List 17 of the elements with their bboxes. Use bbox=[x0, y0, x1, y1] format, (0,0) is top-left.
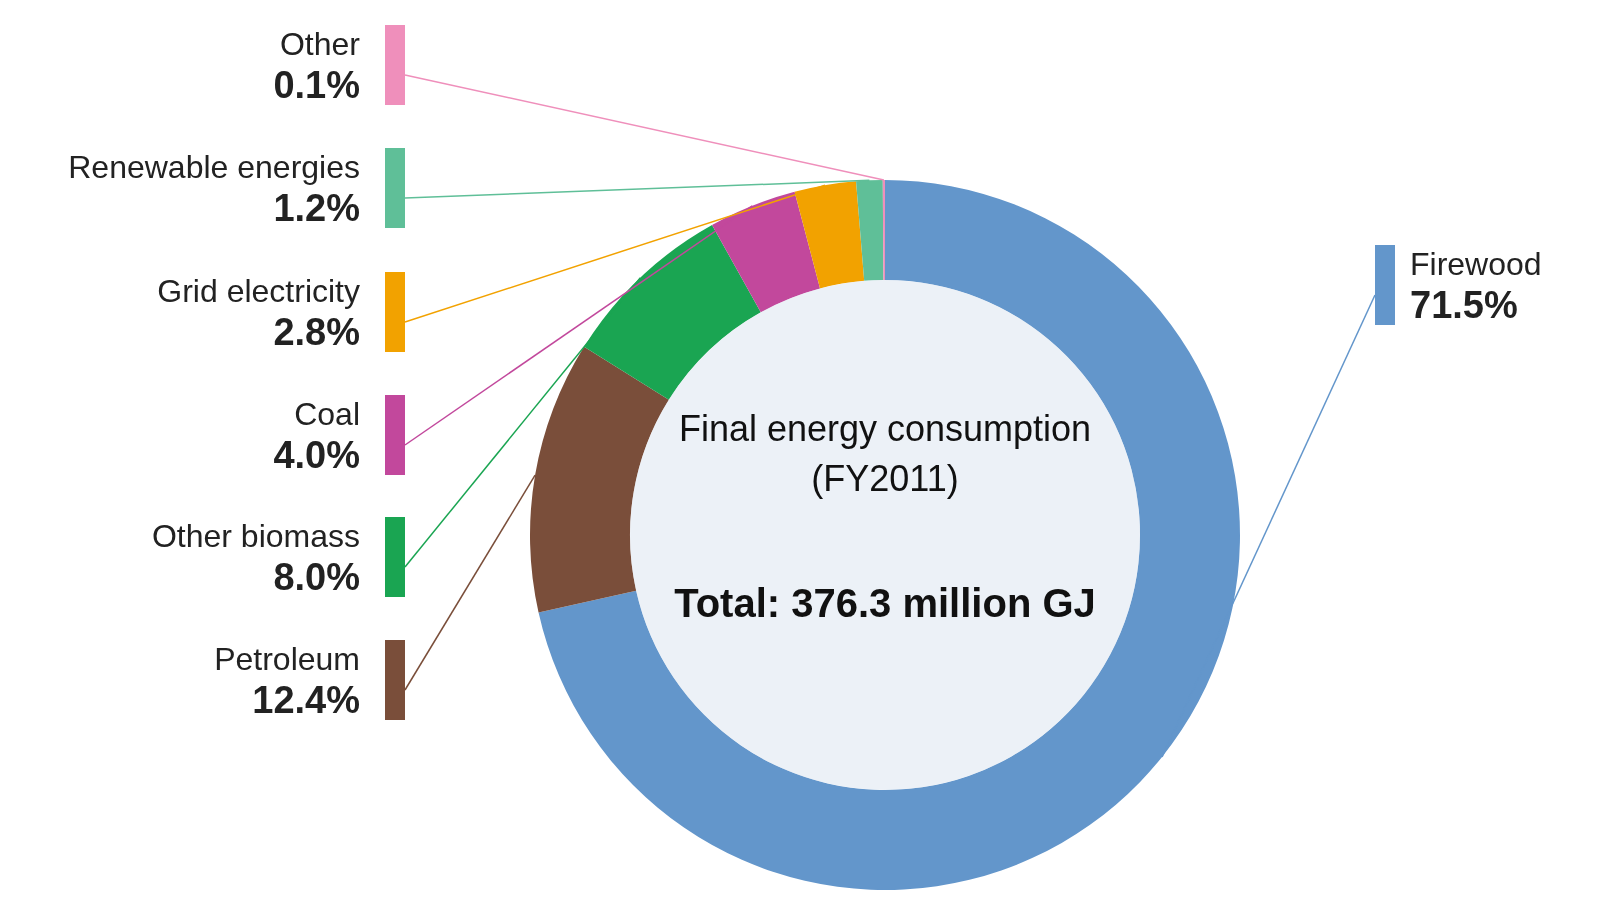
data-label: 4.0% bbox=[273, 434, 360, 476]
slice-label: Coal bbox=[294, 396, 360, 432]
data-label: 1.2% bbox=[273, 187, 360, 229]
slice-label: Firewood bbox=[1410, 246, 1542, 282]
slice-label: Grid electricity bbox=[157, 273, 360, 309]
text: (FY2011) bbox=[811, 458, 959, 499]
data-label: 0.1% bbox=[273, 64, 360, 106]
slice-label: Petroleum bbox=[214, 641, 360, 677]
data-label: 2.8% bbox=[273, 311, 360, 353]
text: Final energy consumption bbox=[678, 408, 1092, 449]
slice-label: Renewable energies bbox=[68, 149, 360, 185]
slice-label: Other bbox=[279, 26, 361, 62]
data-label: 71.5% bbox=[1410, 284, 1518, 326]
slice-label: Other biomass bbox=[151, 518, 360, 554]
data-label: 12.4% bbox=[252, 679, 360, 721]
data-label: 8.0% bbox=[273, 556, 360, 598]
text: Total: 376.3 million GJ bbox=[674, 581, 1096, 625]
